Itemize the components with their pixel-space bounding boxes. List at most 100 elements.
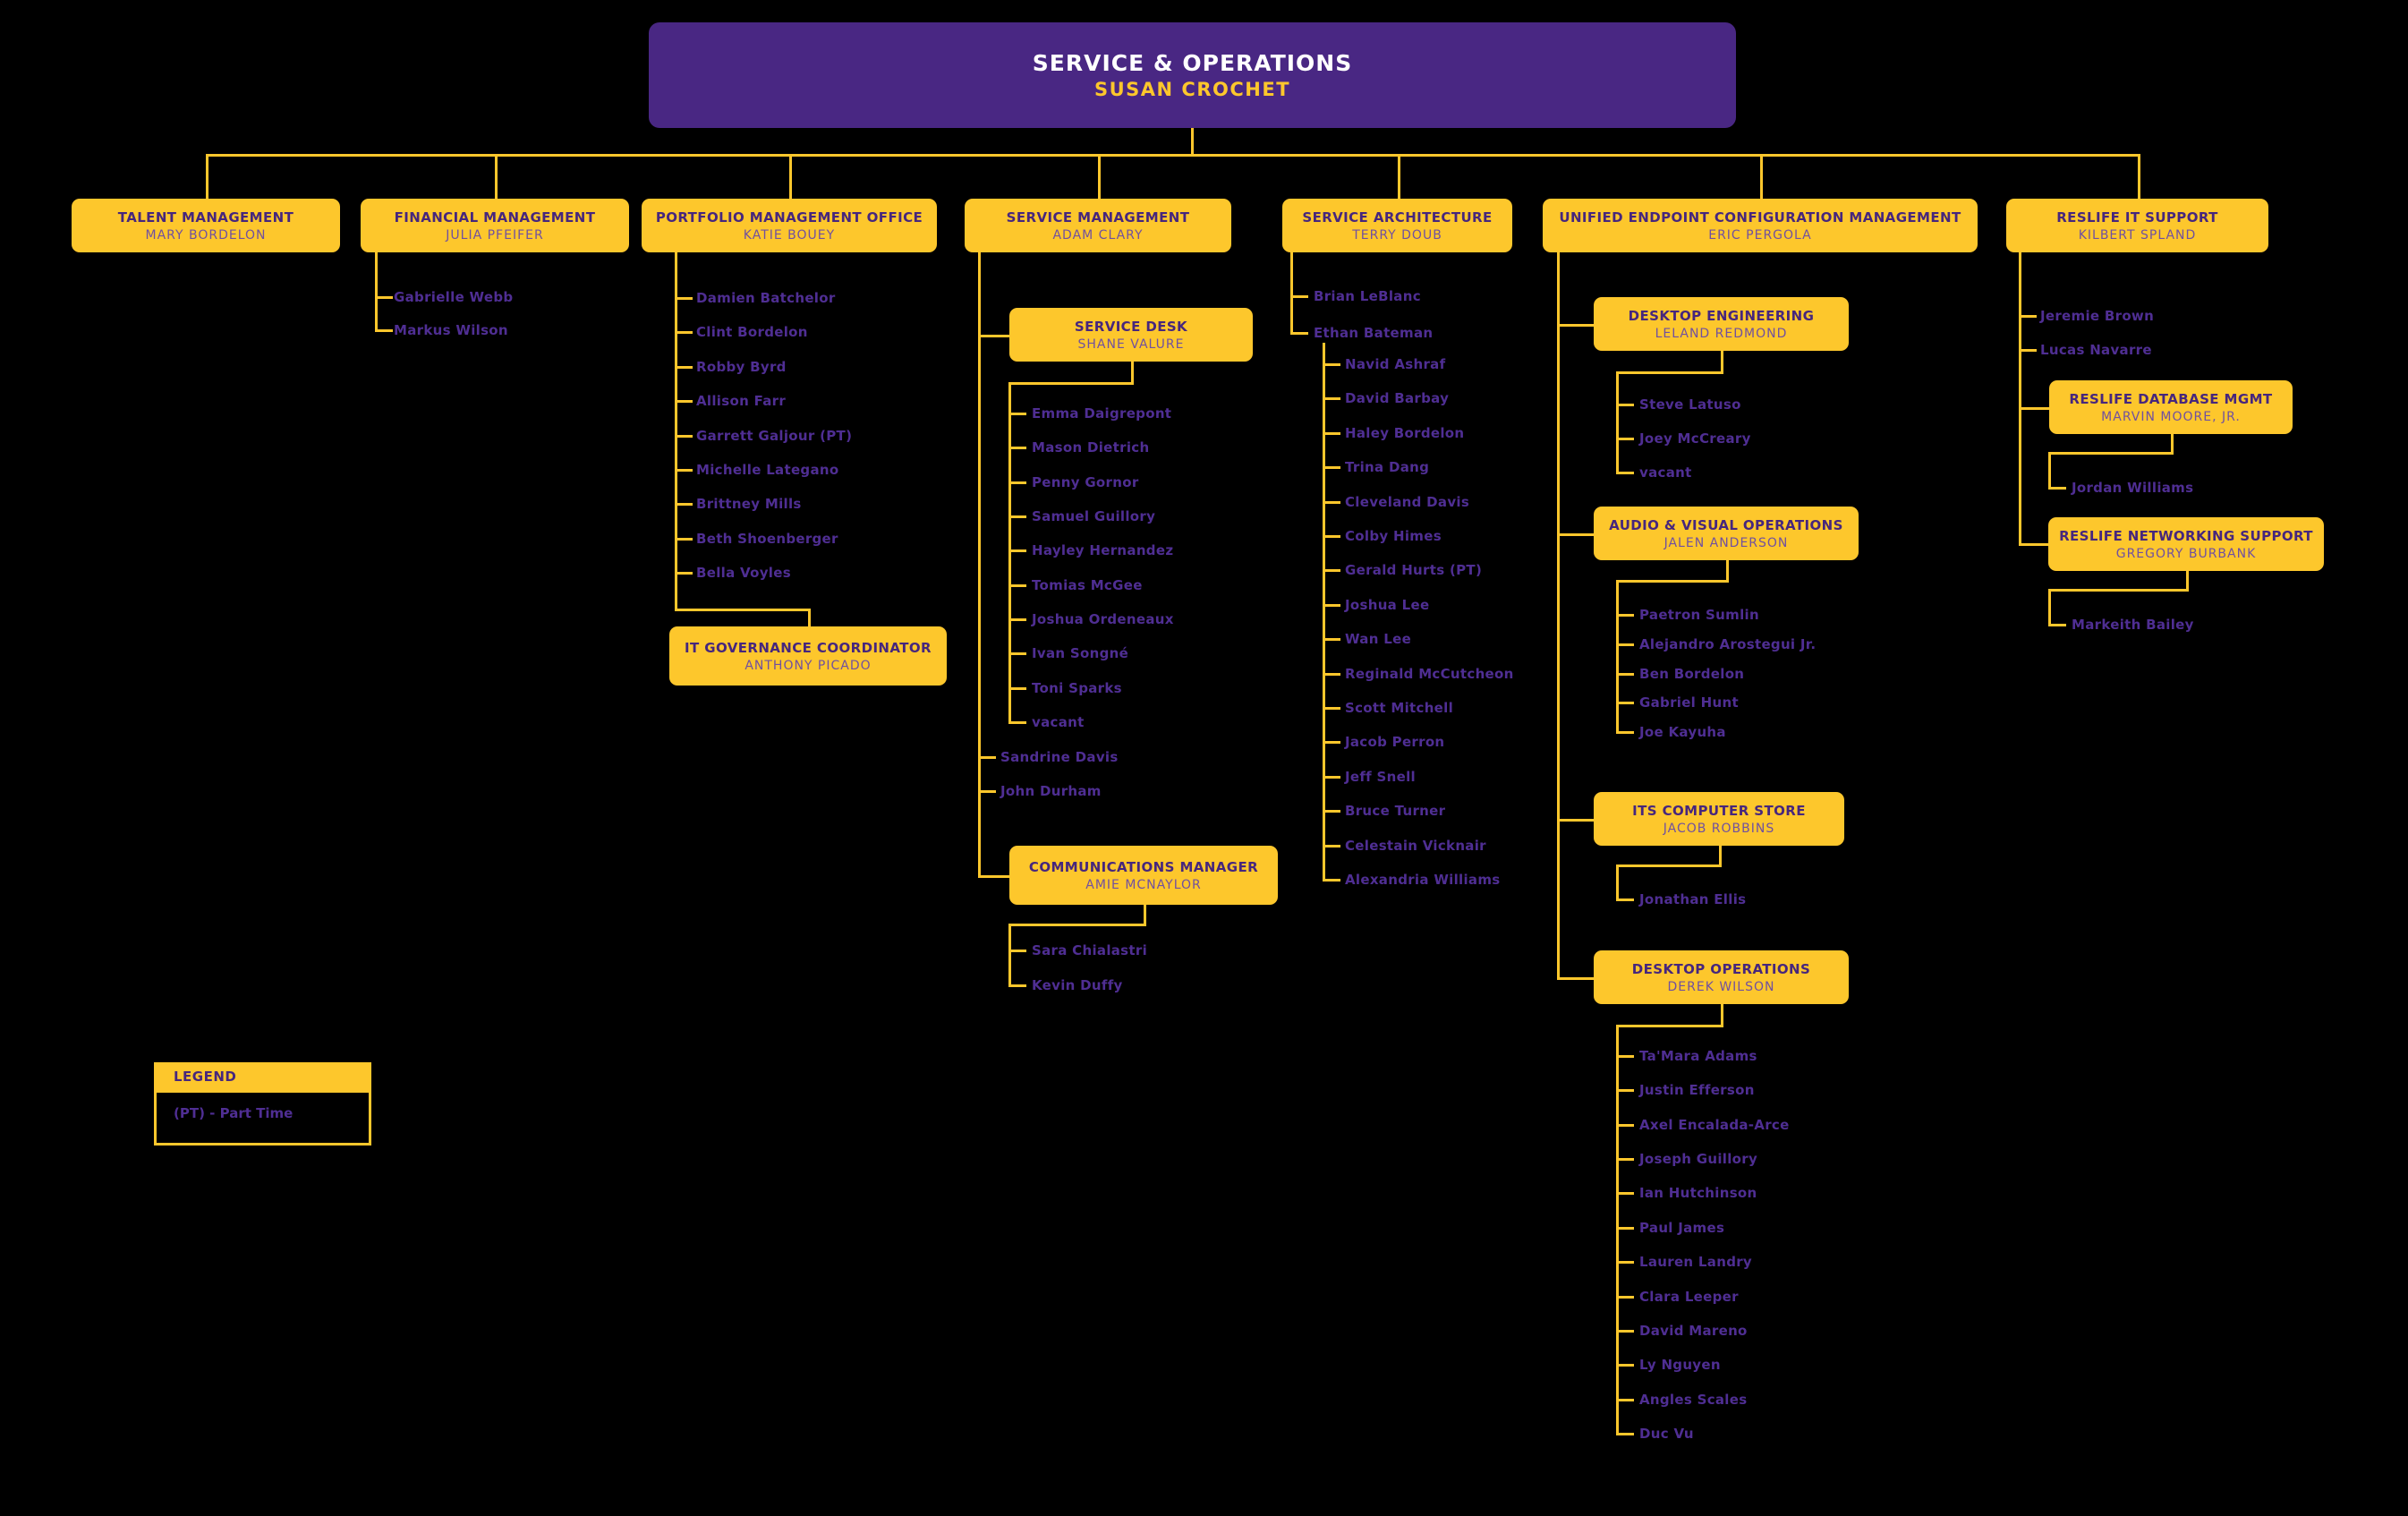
subunit-stem-line — [2048, 589, 2189, 592]
root-bus-line — [206, 154, 2140, 157]
root-stem-line — [1191, 128, 1194, 157]
member-tick-line — [1323, 741, 1340, 744]
member-label: Jacob Perron — [1345, 734, 1445, 750]
legend-header: LEGEND — [154, 1062, 371, 1090]
node-person-name: JACOB ROBBINS — [1663, 821, 1775, 836]
subunit-stem-line — [2171, 434, 2174, 455]
member-tick-line — [2019, 349, 2037, 352]
member-label: Mason Dietrich — [1032, 439, 1150, 456]
member-label: Samuel Guillory — [1032, 508, 1156, 524]
member-tick-line — [1616, 404, 1634, 406]
node-reslife-database-mgmt: RESLIFE DATABASE MGMT MARVIN MOORE, JR. — [2049, 380, 2293, 434]
member-label: Ian Hutchinson — [1639, 1185, 1757, 1201]
member-tick-line — [1616, 472, 1634, 474]
node-service-desk: SERVICE DESK SHANE VALURE — [1009, 308, 1253, 362]
node-person-name: SUSAN CROCHET — [1093, 79, 1291, 100]
member-label: Alejandro Arostegui Jr. — [1639, 636, 1817, 652]
member-tick-line — [1616, 643, 1634, 646]
branch-drop-line — [2138, 154, 2140, 201]
member-tick-line — [1323, 810, 1340, 813]
member-tick-line — [1616, 614, 1634, 617]
member-label: Joey McCreary — [1639, 430, 1751, 447]
member-label: Angles Scales — [1639, 1392, 1748, 1408]
node-title: FINANCIAL MANAGEMENT — [394, 209, 596, 226]
subunit-stem-line — [1616, 1025, 1723, 1027]
connector-line — [1323, 343, 1325, 881]
node-person-name: MARVIN MOORE, JR. — [2101, 409, 2241, 424]
member-tick-line — [1616, 1158, 1634, 1161]
connector-line — [1616, 864, 1619, 901]
member-tick-line — [1323, 363, 1340, 366]
member-label: Kevin Duffy — [1032, 977, 1123, 993]
member-tick-line — [1323, 845, 1340, 847]
member-tick-line — [1616, 673, 1634, 676]
connector-line — [675, 252, 677, 611]
member-label: Celestain Vicknair — [1345, 838, 1486, 854]
connector-line — [1008, 924, 1011, 987]
member-label: Tomias McGee — [1032, 577, 1143, 593]
member-label: Clint Bordelon — [696, 324, 808, 340]
node-title: DESKTOP OPERATIONS — [1631, 960, 1811, 977]
member-tick-line — [675, 572, 693, 575]
member-tick-line — [1008, 687, 1026, 690]
member-tick-line — [1616, 1089, 1634, 1092]
node-service-architecture: SERVICE ARCHITECTURE TERRY DOUB — [1282, 199, 1512, 252]
subunit-stem-line — [1008, 924, 1146, 926]
member-tick-line — [675, 538, 693, 541]
subunit-stem-line — [1719, 846, 1722, 867]
member-tick-line — [675, 503, 693, 506]
node-title: PORTFOLIO MANAGEMENT OFFICE — [655, 209, 923, 226]
node-person-name: KATIE BOUEY — [743, 227, 836, 243]
subunit-stem-line — [1008, 382, 1134, 385]
node-desktop-operations: DESKTOP OPERATIONS DEREK WILSON — [1594, 950, 1849, 1004]
member-tick-line — [1616, 1364, 1634, 1367]
connector-line — [1290, 252, 1293, 335]
node-person-name: GREGORY BURBANK — [2115, 546, 2257, 561]
member-tick-line — [1323, 466, 1340, 469]
node-service-operations: SERVICE & OPERATIONS SUSAN CROCHET — [649, 22, 1736, 128]
branch-drop-line — [1098, 154, 1101, 201]
member-label: Ivan Songné — [1032, 645, 1129, 661]
node-title: COMMUNICATIONS MANAGER — [1028, 858, 1259, 875]
subunit-stem-line — [1557, 819, 1596, 822]
member-tick-line — [675, 331, 693, 334]
member-tick-line — [375, 329, 393, 332]
node-title: SERVICE MANAGEMENT — [1006, 209, 1190, 226]
subunit-stem-line — [1726, 560, 1729, 583]
member-label: Ly Nguyen — [1639, 1357, 1721, 1373]
member-label: Paetron Sumlin — [1639, 607, 1759, 623]
member-tick-line — [1008, 584, 1026, 587]
member-label: Steve Latuso — [1639, 396, 1741, 413]
member-label: Gabrielle Webb — [394, 289, 514, 305]
member-tick-line — [1616, 1330, 1634, 1333]
node-financial-management: FINANCIAL MANAGEMENT JULIA PFEIFER — [361, 199, 629, 252]
member-label: Emma Daigrepont — [1032, 405, 1172, 422]
member-tick-line — [1323, 569, 1340, 572]
node-title: RESLIFE NETWORKING SUPPORT — [2059, 527, 2313, 544]
member-label: vacant — [1032, 714, 1085, 730]
subunit-stem-line — [808, 609, 811, 629]
member-label: Colby Himes — [1345, 528, 1442, 544]
member-label: Cleveland Davis — [1345, 494, 1470, 510]
node-title: SERVICE ARCHITECTURE — [1302, 209, 1493, 226]
subunit-stem-line — [978, 875, 1012, 878]
node-its-computer-store: ITS COMPUTER STORE JACOB ROBBINS — [1594, 792, 1844, 846]
member-label: Toni Sparks — [1032, 680, 1122, 696]
member-tick-line — [2019, 315, 2037, 318]
member-tick-line — [1323, 501, 1340, 504]
member-label: Justin Efferson — [1639, 1082, 1755, 1098]
branch-drop-line — [206, 154, 208, 201]
member-tick-line — [675, 297, 693, 300]
subunit-stem-line — [1557, 977, 1596, 980]
member-label: Paul James — [1639, 1220, 1725, 1236]
member-tick-line — [375, 296, 393, 299]
subunit-stem-line — [1557, 324, 1596, 327]
member-label: Hayley Hernandez — [1032, 542, 1174, 558]
node-communications-manager: COMMUNICATIONS MANAGER AMIE MCNAYLOR — [1009, 846, 1278, 905]
member-tick-line — [1323, 432, 1340, 435]
node-title: SERVICE & OPERATIONS — [1032, 50, 1353, 76]
node-it-governance-coordinator: IT GOVERNANCE COORDINATOR ANTHONY PICADO — [669, 626, 947, 686]
member-tick-line — [1290, 332, 1308, 335]
member-tick-line — [1008, 950, 1026, 952]
